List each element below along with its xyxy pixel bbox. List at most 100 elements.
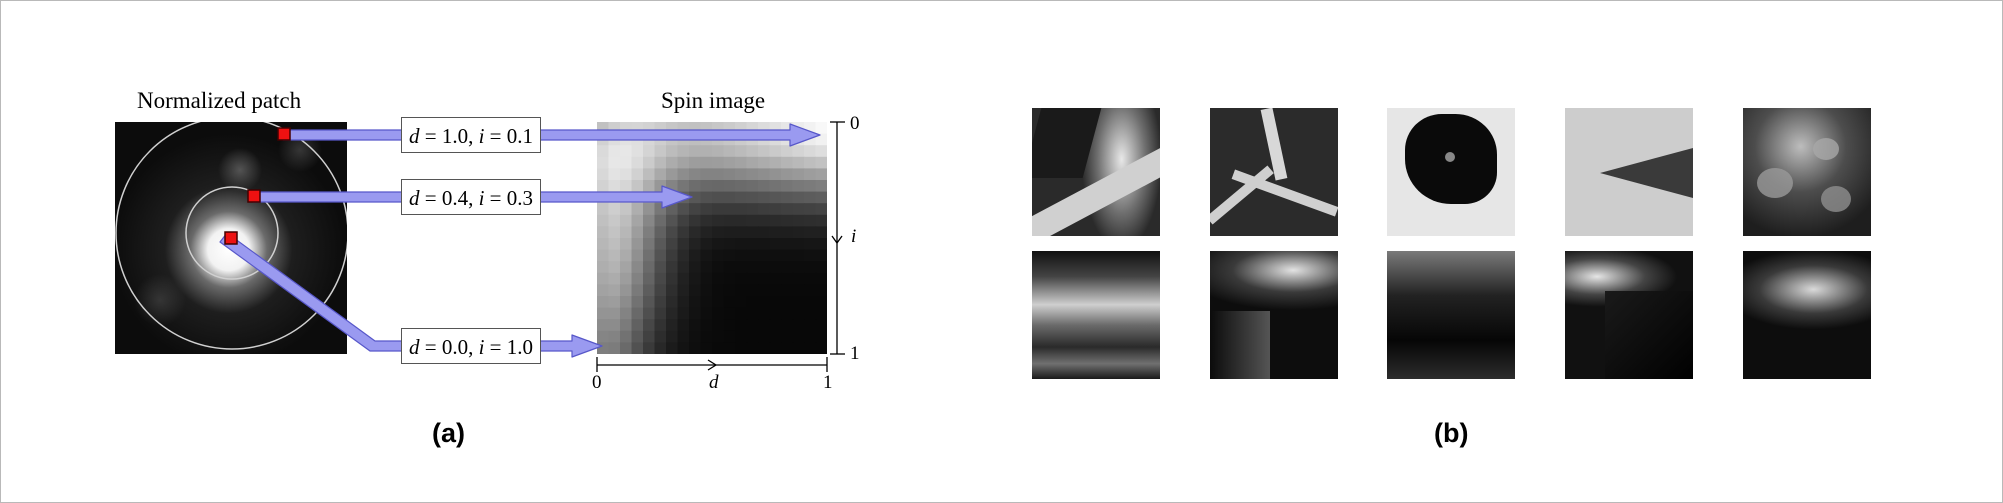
spin-cell [689,249,702,262]
spin-cell [689,238,702,251]
spin-cell [608,284,621,297]
spin-cell [769,203,782,216]
spin-cell [781,307,794,320]
spin-cell [746,238,759,251]
spin-cell [781,191,794,204]
spin-cell [620,180,633,193]
spin-cell [608,180,621,193]
spin-cell [620,249,633,262]
spin-cell [804,342,817,354]
label-box-3: d = 0.0, i = 1.0 [401,328,541,364]
caption-a: (a) [432,418,465,448]
label-box-1: d = 1.0, i = 0.1 [401,117,541,153]
spin-cell [746,191,759,204]
spin-cell [597,145,610,158]
spin-cell [792,226,805,239]
spin-cell [700,145,713,158]
spin-cell [620,214,633,227]
spin-cell [631,226,644,239]
spin-cell [643,168,656,181]
spin-axes [596,121,845,372]
spin-cell [735,284,748,297]
spin-cell [723,272,736,285]
spin-cell [792,261,805,274]
spin-cell [792,180,805,193]
spin-cell [677,261,690,274]
i-axis-name: i [851,226,857,247]
spin-cell [735,214,748,227]
spin-cell [804,284,817,297]
spin-cell [654,330,667,343]
spin-cell [677,307,690,320]
spin-cell [666,319,679,332]
spin-cell [643,249,656,262]
spin-tile-bottom-2 [1210,251,1338,379]
spin-cell [735,226,748,239]
spin-cell [677,296,690,309]
spin-cell [735,307,748,320]
spin-cell [700,226,713,239]
sample-markers [224,127,291,245]
spin-cell [689,330,702,343]
spin-cell [677,203,690,216]
spin-cell [666,168,679,181]
spin-cell [631,342,644,354]
spin-cell [597,342,610,354]
spin-cell [700,191,713,204]
spin-cell [689,284,702,297]
spin-cell [689,307,702,320]
spin-cell [631,145,644,158]
spin-cell [723,296,736,309]
spin-cell [700,203,713,216]
spin-cell [654,261,667,274]
spin-cell [654,238,667,251]
spin-cell [769,156,782,169]
spin-cell [746,284,759,297]
spin-cell [677,180,690,193]
spin-cell [597,307,610,320]
spin-cell [758,249,771,262]
spin-cell [666,330,679,343]
spin-cell [677,214,690,227]
spin-tile-bottom-3 [1387,251,1515,379]
spin-cell [792,284,805,297]
spin-cell [631,330,644,343]
d-axis-left-label: 0 [592,372,602,393]
spin-cell [723,168,736,181]
spin-cell [781,238,794,251]
patch-tile-top-1 [1032,108,1160,236]
marker-3 [224,231,238,245]
spin-cell [735,145,748,158]
spin-cell [723,261,736,274]
spin-cell [815,296,827,309]
spin-cell [758,191,771,204]
spin-cell [781,249,794,262]
label-2-i-value: = 0.3 [489,186,534,210]
spin-cell [792,296,805,309]
spin-cell [758,214,771,227]
spin-cell [804,296,817,309]
spin-cell [792,214,805,227]
spin-cell [631,156,644,169]
spin-cell [735,330,748,343]
spin-cell [620,238,633,251]
spin-cell [781,296,794,309]
spin-cell [643,238,656,251]
spin-cell [792,272,805,285]
spin-cell [769,330,782,343]
spin-cell [781,145,794,158]
spin-cell [781,342,794,354]
spin-cell [620,145,633,158]
spin-cell [666,342,679,354]
spin-cell [666,156,679,169]
spin-cell [792,307,805,320]
spin-cell [815,145,827,158]
spin-cell [597,180,610,193]
patch-title: Normalized patch [137,88,302,113]
spin-cell [654,156,667,169]
spin-cell [700,156,713,169]
spin-cell [723,156,736,169]
spin-cell [735,249,748,262]
spin-cell [769,168,782,181]
spin-cell [666,284,679,297]
